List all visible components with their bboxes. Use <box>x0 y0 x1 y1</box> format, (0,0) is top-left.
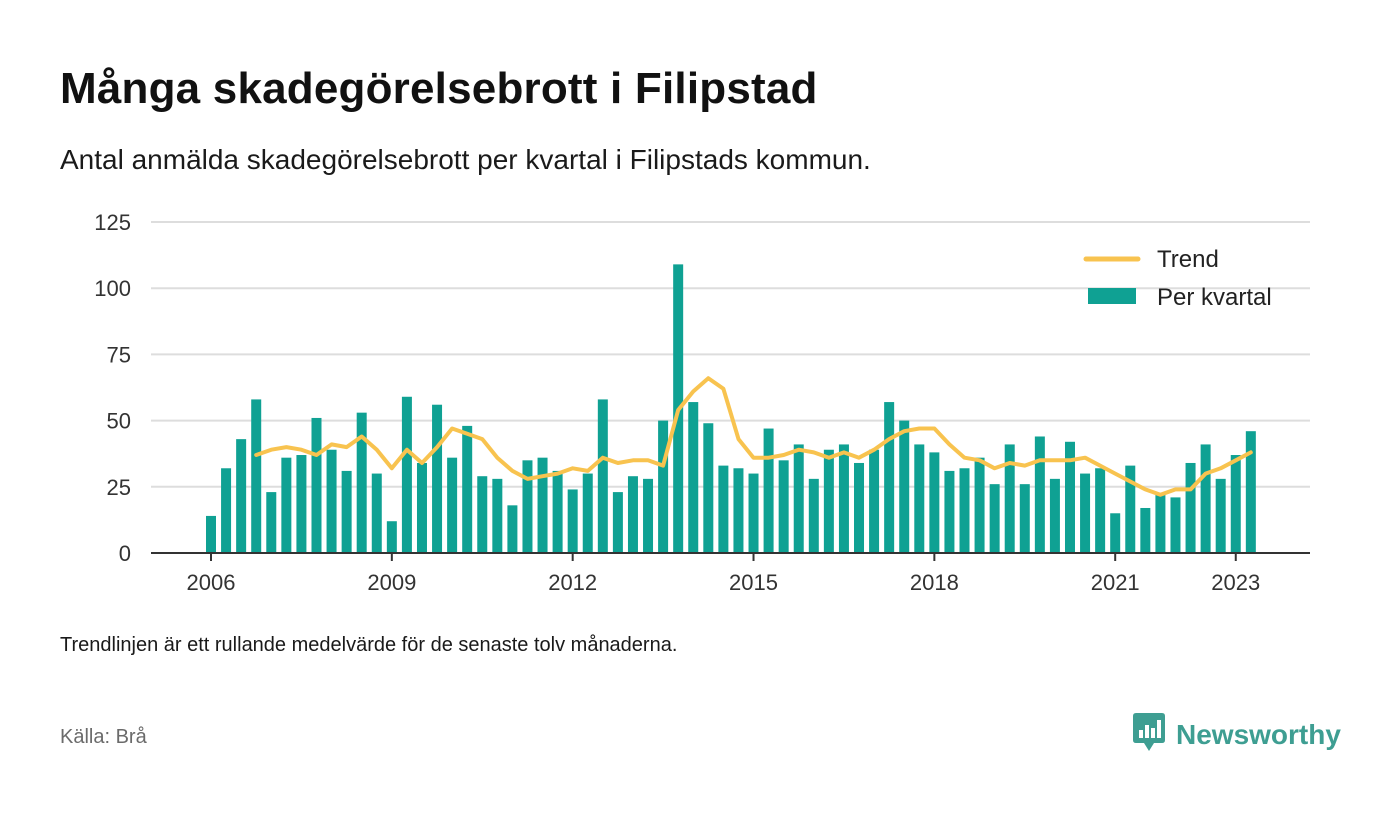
bar <box>311 417 322 553</box>
bar <box>989 484 1000 553</box>
bar-chart-bubble-icon <box>1132 712 1166 757</box>
chart-subtitle: Antal anmälda skadegörelsebrott per kvar… <box>60 144 871 175</box>
bar <box>1215 478 1226 553</box>
bar <box>899 420 910 553</box>
legend-bar-swatch <box>1088 288 1136 304</box>
newsworthy-logo[interactable]: Newsworthy <box>1132 712 1341 757</box>
bar <box>854 462 865 553</box>
y-tick-label: 100 <box>94 276 131 301</box>
bar <box>206 515 216 553</box>
y-tick-label: 0 <box>119 541 131 566</box>
bar <box>718 465 729 553</box>
bar <box>386 521 397 553</box>
legend-bar-label: Per kvartal <box>1157 284 1272 311</box>
bar <box>793 444 804 553</box>
bar <box>251 399 262 553</box>
bar <box>1064 441 1075 553</box>
bar <box>266 492 277 553</box>
bar <box>1034 436 1045 553</box>
x-tick-label: 2021 <box>1091 570 1140 595</box>
bar <box>537 457 548 553</box>
bar <box>1095 468 1106 553</box>
bar <box>808 478 819 553</box>
x-tick-label: 2018 <box>910 570 959 595</box>
y-tick-label: 125 <box>94 210 131 235</box>
x-tick-label: 2006 <box>187 570 236 595</box>
bar <box>447 457 458 553</box>
legend-trend-label: Trend <box>1157 246 1219 273</box>
bar <box>929 452 940 553</box>
bar <box>838 444 849 553</box>
bar <box>944 470 955 553</box>
bar <box>371 473 382 553</box>
bar <box>597 399 608 553</box>
bar <box>763 428 774 553</box>
bar <box>1155 494 1166 553</box>
bar <box>658 420 669 553</box>
bar <box>703 423 714 553</box>
bar <box>341 470 352 553</box>
x-tick-label: 2015 <box>729 570 778 595</box>
bar <box>477 476 488 553</box>
bar <box>1019 484 1030 553</box>
bar <box>567 489 578 553</box>
bar <box>236 439 247 553</box>
bar <box>688 402 699 553</box>
trend-line <box>254 376 1253 497</box>
bar <box>1110 513 1121 553</box>
y-tick-label: 25 <box>107 475 131 500</box>
bar <box>974 457 985 553</box>
bar <box>401 396 412 553</box>
bar <box>281 457 292 553</box>
bar <box>643 478 654 553</box>
bar <box>552 470 563 553</box>
bar <box>778 460 789 553</box>
bar <box>823 449 834 553</box>
bar-series <box>206 264 1256 553</box>
source-label: Källa: Brå <box>60 726 147 748</box>
bar <box>462 425 473 553</box>
bar <box>884 402 895 553</box>
bar <box>627 476 638 553</box>
chart-title: Många skadegörelsebrott i Filipstad <box>60 64 818 113</box>
bar <box>959 468 970 553</box>
bar <box>612 492 623 553</box>
bar <box>416 462 427 553</box>
bar <box>914 444 925 553</box>
y-axis: 0 25 50 75 100 125 <box>94 210 131 566</box>
bar <box>1185 462 1196 553</box>
bar <box>748 473 759 553</box>
x-axis: 2006 2009 2012 2015 2018 2021 2023 <box>187 553 1260 595</box>
bar <box>492 478 503 553</box>
bar <box>432 404 443 553</box>
x-tick-label: 2012 <box>548 570 597 595</box>
bar <box>522 460 533 553</box>
bar <box>1140 507 1151 553</box>
bar <box>869 449 880 553</box>
brand-name: Newsworthy <box>1176 718 1341 750</box>
bar <box>1230 455 1241 553</box>
bar <box>356 412 367 553</box>
bar <box>733 468 744 553</box>
x-tick-label: 2009 <box>367 570 416 595</box>
bar <box>582 473 593 553</box>
bar <box>1049 478 1060 553</box>
bar <box>296 455 307 553</box>
bar <box>1125 465 1136 553</box>
chart-footnote: Trendlinjen är ett rullande medelvärde f… <box>60 634 678 656</box>
bar <box>1200 444 1211 553</box>
bar <box>1245 431 1256 553</box>
bar <box>1170 497 1181 553</box>
bar <box>1080 473 1091 553</box>
y-tick-label: 50 <box>107 409 131 434</box>
x-tick-label: 2023 <box>1211 570 1260 595</box>
bar <box>1004 444 1015 553</box>
y-tick-label: 75 <box>107 342 131 367</box>
bar <box>507 505 518 553</box>
legend: Trend Per kvartal <box>1083 246 1272 311</box>
bar <box>221 468 232 553</box>
bar <box>326 449 337 553</box>
